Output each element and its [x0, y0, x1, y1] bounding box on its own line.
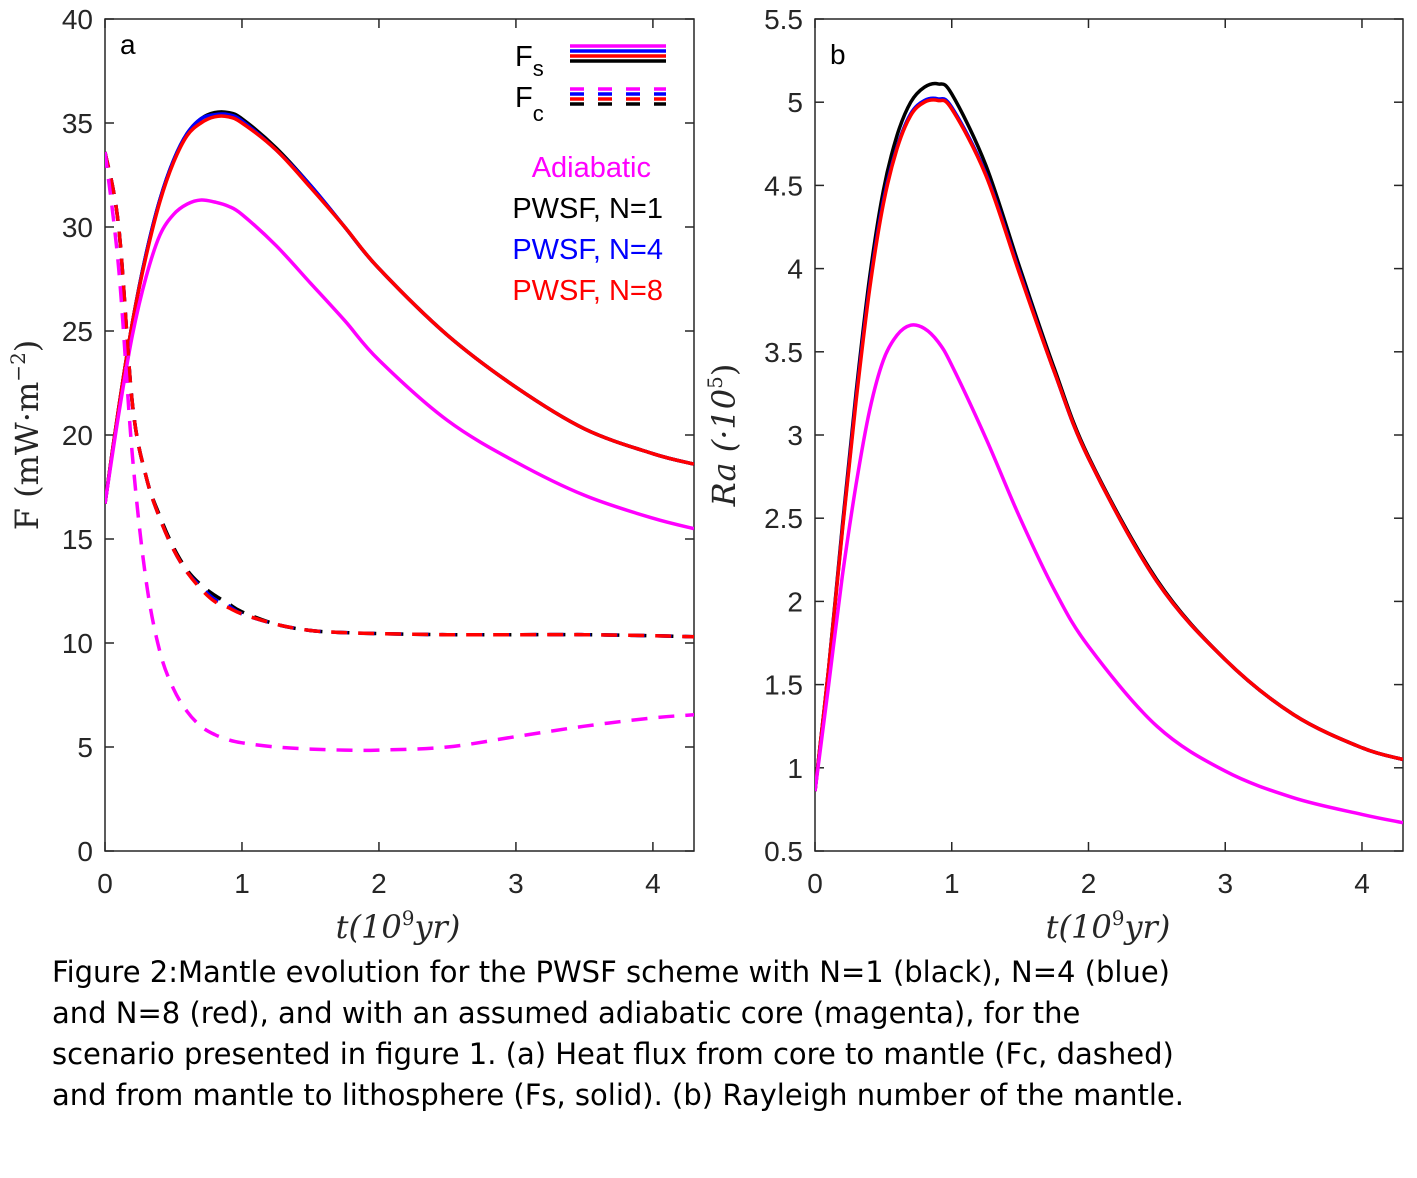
panel-b-xlabel: t(109yr) — [1046, 906, 1171, 945]
series-line-adiabatic-fs — [105, 198, 694, 531]
legend-fs-symbol: Fs — [515, 41, 544, 81]
caption-line: and N=8 (red), and with an assumed adiab… — [52, 996, 1081, 1030]
panel-b-axes-box — [814, 18, 1404, 852]
y-tick-label: 10 — [62, 628, 93, 659]
y-tick-label: 5 — [787, 87, 803, 118]
y-tick-label: 4 — [787, 254, 803, 285]
series-line-pwsf-n-8-fc — [105, 151, 694, 639]
y-tick-label: 5 — [77, 732, 93, 763]
x-tick-label: 1 — [234, 868, 250, 899]
x-tick-label: 3 — [1217, 868, 1233, 899]
panel-b-tag: b — [830, 39, 846, 70]
caption-line: Figure 2:Mantle evolution for the PWSF s… — [52, 955, 1170, 989]
y-tick-label: 4.5 — [764, 170, 803, 201]
series-line-pwsf-n-8-fs — [105, 114, 694, 504]
legend-entry-n4: PWSF, N=4 — [512, 234, 663, 266]
y-tick-label: 1.5 — [764, 670, 803, 701]
caption-line: and from mantle to lithosphere (Fs, soli… — [52, 1078, 1184, 1112]
legend-fs-swatch — [570, 44, 666, 63]
y-tick-label: 3 — [787, 420, 803, 451]
panel-a-xlabel: t(109yr) — [336, 906, 461, 945]
panel-b-ticks: 0 1 2 3 4 0.5 1 1.5 2 2.5 3 3.5 4 4.5 5 5.5 — [764, 4, 1403, 899]
y-tick-label: 2 — [787, 586, 803, 617]
panel-b-plot: 0 1 2 3 40.511.522.533.544.555.5 b t(109yr) … — [703, 4, 1404, 945]
x-tick-label: 1 — [944, 868, 960, 899]
y-tick-label: 0.5 — [764, 836, 803, 867]
y-tick-label: 1 — [787, 753, 803, 784]
legend: Fs Fc Adiabatic PWSF, N=1 PWSF, N=4 PWSF… — [512, 41, 666, 307]
legend-fc-symbol: Fc — [515, 82, 544, 126]
x-tick-label: 0 — [97, 868, 113, 899]
panel-b-lines — [815, 81, 1403, 825]
series-line-adiabatic-fc — [105, 151, 694, 753]
x-tick-label: 4 — [1354, 868, 1370, 899]
panel-b-ylabel: Ra (·105) — [703, 364, 743, 508]
y-tick-label: 30 — [62, 212, 93, 243]
x-tick-label: 2 — [371, 868, 387, 899]
x-tick-label: 4 — [645, 868, 661, 899]
panel-a-axes-box — [104, 18, 695, 852]
legend-entry-n1: PWSF, N=1 — [512, 193, 663, 225]
caption-line: scenario presented in figure 1. (a) Heat… — [52, 1037, 1174, 1071]
x-tick-label: 3 — [508, 868, 524, 899]
x-tick-label: 2 — [1081, 868, 1097, 899]
panel-a-lines — [105, 110, 694, 753]
panel-a-tag: a — [120, 29, 136, 60]
series-line-pwsf-n-8 — [815, 98, 1403, 792]
y-tick-label: 3.5 — [764, 337, 803, 368]
y-tick-label: 35 — [62, 108, 93, 139]
y-tick-label: 2.5 — [764, 503, 803, 534]
y-tick-label: 5.5 — [764, 4, 803, 35]
figure-caption: Figure 2:Mantle evolution for the PWSF s… — [52, 952, 1392, 1116]
y-tick-label: 0 — [77, 836, 93, 867]
series-line-adiabatic — [815, 323, 1403, 825]
y-tick-label: 25 — [62, 316, 93, 347]
legend-entry-n8: PWSF, N=8 — [512, 275, 663, 307]
panel-a-ylabel: F (mW·m−2) — [6, 340, 46, 531]
x-tick-label: 0 — [807, 868, 823, 899]
y-tick-label: 40 — [62, 4, 93, 35]
y-tick-label: 15 — [62, 524, 93, 555]
legend-entry-adiabatic: Adiabatic — [532, 152, 651, 184]
y-tick-label: 20 — [62, 420, 93, 451]
